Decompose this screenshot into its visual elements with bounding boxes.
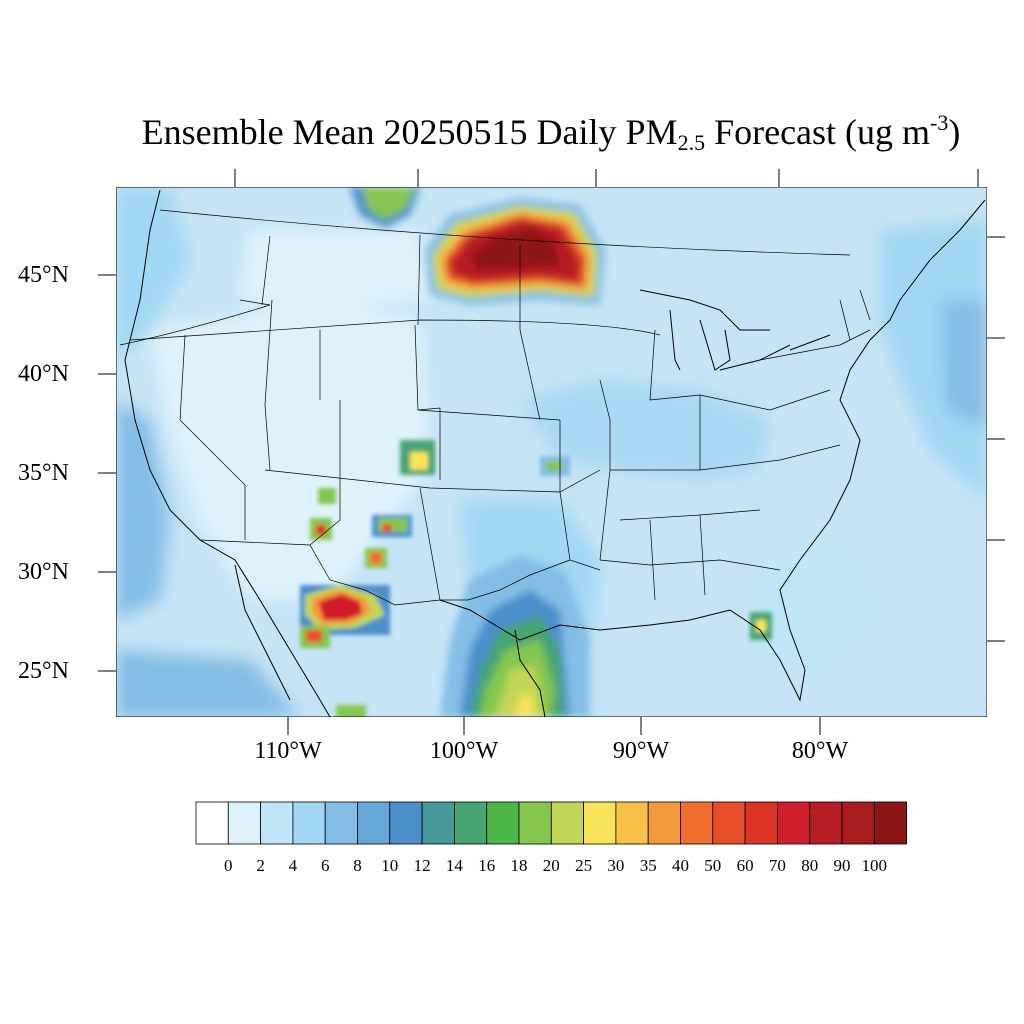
lat-label-40: 40°N [18, 361, 69, 387]
gulf-plume [440, 555, 590, 717]
colorbar-box [809, 801, 843, 845]
colorbar-box [227, 801, 262, 845]
colorbar-label: 18 [510, 856, 528, 875]
colorbar-label: 60 [736, 856, 754, 875]
colorbar [195, 801, 907, 845]
colorbar-label: 50 [704, 856, 722, 875]
colorbar-box [873, 801, 907, 845]
lat-label-25: 25°N [18, 658, 69, 684]
map-title: Ensemble Mean 20250515 Daily PM2.5 Forec… [0, 110, 1024, 156]
colorbar-box [615, 801, 649, 845]
colorbar-label: 25 [575, 856, 593, 875]
colorbar-box [357, 801, 391, 845]
title-superscript: -3 [930, 110, 949, 135]
lon-label-90w: 90°W [612, 738, 670, 764]
colorbar-box [486, 801, 520, 845]
colorbar-box [647, 801, 681, 845]
colorbar-box [195, 801, 229, 845]
colorbar-label: 16 [478, 856, 496, 875]
colorbar-label: 4 [288, 856, 298, 875]
lon-label-100w: 100°W [429, 738, 499, 764]
colorbar-label: 70 [768, 856, 786, 875]
lon-label-110w: 110°W [254, 738, 322, 764]
colorbar-box [680, 801, 714, 845]
colorbar-label: 30 [607, 856, 625, 875]
colorbar-label: 90 [833, 856, 851, 875]
canada-plume [350, 187, 605, 305]
colorbar-label: 40 [672, 856, 689, 875]
title-prefix: Ensemble Mean 20250515 Daily PM [141, 112, 678, 152]
colorbar-label: 14 [445, 856, 463, 875]
colorbar-box [583, 801, 617, 845]
colorbar-label: 2 [256, 856, 265, 875]
title-block: Ensemble Mean 20250515 Daily PM2.5 Forec… [0, 0, 1024, 170]
concentration-field [116, 187, 987, 717]
title-suffix: ) [948, 112, 961, 152]
colorbar-box [777, 801, 811, 845]
southwest-hotspots [300, 440, 772, 717]
colorbar-label: 8 [353, 856, 362, 875]
colorbar-label: 6 [320, 856, 330, 875]
colorbar-label: 80 [801, 856, 819, 875]
colorbar-label: 35 [639, 856, 657, 875]
colorbar-box [421, 801, 455, 845]
colorbar-box [260, 801, 294, 845]
colorbar-label: 100 [861, 856, 888, 875]
colorbar-box [453, 801, 488, 845]
colorbar-box [550, 801, 584, 845]
colorbar-box [712, 801, 746, 845]
colorbar-label: 10 [381, 856, 399, 875]
lat-label-45: 45°N [18, 262, 69, 288]
lat-label-30: 30°N [18, 559, 69, 585]
colorbar-box [744, 801, 778, 845]
title-subscript: 2.5 [677, 130, 706, 155]
colorbar-box [292, 801, 326, 845]
colorbar-box [324, 801, 358, 845]
map-ticks [98, 169, 1005, 735]
title-middle: Forecast (ug m [705, 112, 931, 152]
colorbar-label: 20 [542, 856, 560, 875]
coastlines [124, 189, 986, 717]
lat-label-35: 35°N [18, 460, 69, 486]
colorbar-box [518, 801, 552, 845]
colorbar-label: 12 [413, 856, 431, 875]
colorbar-label: 0 [224, 856, 233, 875]
colorbar-box [389, 801, 423, 845]
lon-label-80w: 80°W [791, 738, 849, 764]
state-boundaries [119, 209, 871, 606]
colorbar-box [841, 801, 875, 845]
